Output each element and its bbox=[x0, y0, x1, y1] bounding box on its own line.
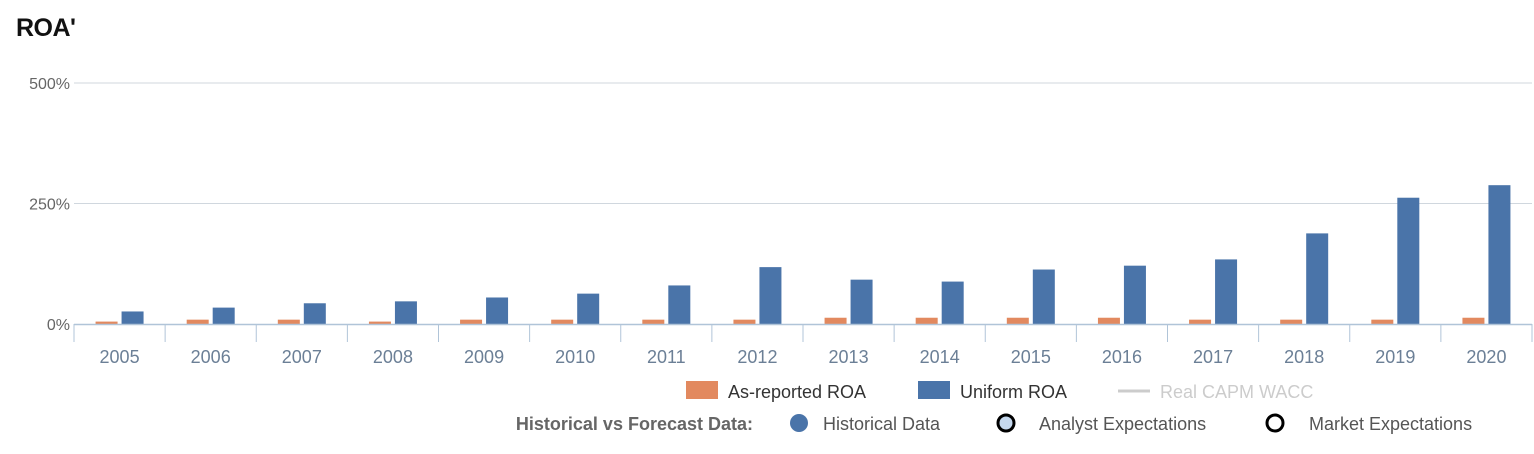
bar-as-reported-roa[interactable] bbox=[368, 321, 391, 324]
legend-swatch-uniform[interactable] bbox=[918, 381, 950, 399]
bar-uniform-roa[interactable] bbox=[121, 311, 144, 324]
bar-uniform-roa[interactable] bbox=[303, 303, 326, 324]
bar-as-reported-roa[interactable] bbox=[460, 319, 483, 324]
bar-uniform-roa[interactable] bbox=[1215, 259, 1238, 324]
legend-label-wacc[interactable]: Real CAPM WACC bbox=[1160, 382, 1313, 402]
bar-uniform-roa[interactable] bbox=[577, 293, 600, 324]
bar-uniform-roa[interactable] bbox=[1306, 233, 1329, 324]
legend-analyst-expectations[interactable]: Analyst Expectations bbox=[1039, 414, 1206, 434]
analyst-expectations-marker[interactable] bbox=[996, 413, 1016, 433]
bar-as-reported-roa[interactable] bbox=[824, 317, 847, 324]
x-tick-label: 2007 bbox=[282, 347, 322, 367]
x-tick-label: 2017 bbox=[1193, 347, 1233, 367]
historical-data-marker[interactable] bbox=[790, 414, 808, 432]
y-tick-label: 500% bbox=[29, 76, 70, 93]
bar-as-reported-roa[interactable] bbox=[1280, 319, 1303, 324]
bar-as-reported-roa[interactable] bbox=[1006, 317, 1029, 324]
market-expectations-marker[interactable] bbox=[1265, 413, 1285, 433]
bar-as-reported-roa[interactable] bbox=[1462, 317, 1485, 324]
bar-uniform-roa[interactable] bbox=[668, 285, 691, 324]
x-tick-label: 2018 bbox=[1284, 347, 1324, 367]
grid-lines bbox=[74, 82, 1532, 204]
legend-historical-data[interactable]: Historical Data bbox=[823, 414, 941, 434]
x-tick-label: 2010 bbox=[555, 347, 595, 367]
x-tick-label: 2005 bbox=[100, 347, 140, 367]
x-tick-label: 2011 bbox=[647, 347, 686, 367]
legend: As-reported ROA Uniform ROA Real CAPM WACC… bbox=[516, 381, 1472, 434]
bar-uniform-roa[interactable] bbox=[1032, 269, 1055, 324]
bar-as-reported-roa[interactable] bbox=[1189, 319, 1212, 324]
chart-title: ROA' bbox=[16, 14, 76, 42]
legend-market-expectations[interactable]: Market Expectations bbox=[1309, 414, 1472, 434]
bar-uniform-roa[interactable] bbox=[759, 267, 782, 324]
x-tick-label: 2015 bbox=[1011, 347, 1051, 367]
y-tick-label: 0% bbox=[47, 317, 70, 334]
legend-swatch-as-reported[interactable] bbox=[686, 381, 718, 399]
bar-as-reported-roa[interactable] bbox=[277, 319, 300, 324]
x-tick-label: 2020 bbox=[1466, 347, 1506, 367]
legend-label-as-reported[interactable]: As-reported ROA bbox=[728, 382, 866, 402]
bar-uniform-roa[interactable] bbox=[1123, 265, 1146, 324]
bar-as-reported-roa[interactable] bbox=[733, 319, 756, 324]
x-tick-label: 2019 bbox=[1375, 347, 1415, 367]
bar-uniform-roa[interactable] bbox=[941, 281, 964, 324]
bar-as-reported-roa[interactable] bbox=[95, 321, 118, 324]
x-tick-label: 2014 bbox=[920, 347, 960, 367]
x-axis: 2005 2006 2007 2008 2009 2010 2011 2012 2013 2014… bbox=[73, 323, 1533, 367]
bar-uniform-roa[interactable] bbox=[1397, 197, 1420, 324]
bar-uniform-roa[interactable] bbox=[486, 297, 509, 324]
y-tick-label: 250% bbox=[29, 197, 70, 214]
bar-uniform-roa[interactable] bbox=[394, 301, 417, 324]
bar-as-reported-roa[interactable] bbox=[551, 319, 574, 324]
legend-label-uniform[interactable]: Uniform ROA bbox=[960, 382, 1067, 402]
x-tick-label: 2013 bbox=[829, 347, 869, 367]
bars bbox=[95, 185, 1511, 324]
bar-uniform-roa[interactable] bbox=[850, 279, 873, 324]
bar-uniform-roa[interactable] bbox=[1488, 185, 1511, 324]
bar-as-reported-roa[interactable] bbox=[186, 319, 209, 324]
x-tick-label: 2012 bbox=[737, 347, 777, 367]
forecast-legend-heading: Historical vs Forecast Data: bbox=[516, 414, 753, 434]
x-tick-label: 2009 bbox=[464, 347, 504, 367]
bar-as-reported-roa[interactable] bbox=[642, 319, 665, 324]
bar-as-reported-roa[interactable] bbox=[915, 317, 938, 324]
x-tick-label: 2006 bbox=[191, 347, 231, 367]
bar-uniform-roa[interactable] bbox=[212, 307, 235, 324]
x-tick-label: 2008 bbox=[373, 347, 413, 367]
bar-as-reported-roa[interactable] bbox=[1097, 317, 1120, 324]
x-tick-label: 2016 bbox=[1102, 347, 1142, 367]
y-axis-ticks: 0% 250% 500% bbox=[29, 76, 70, 334]
bar-as-reported-roa[interactable] bbox=[1371, 319, 1394, 324]
